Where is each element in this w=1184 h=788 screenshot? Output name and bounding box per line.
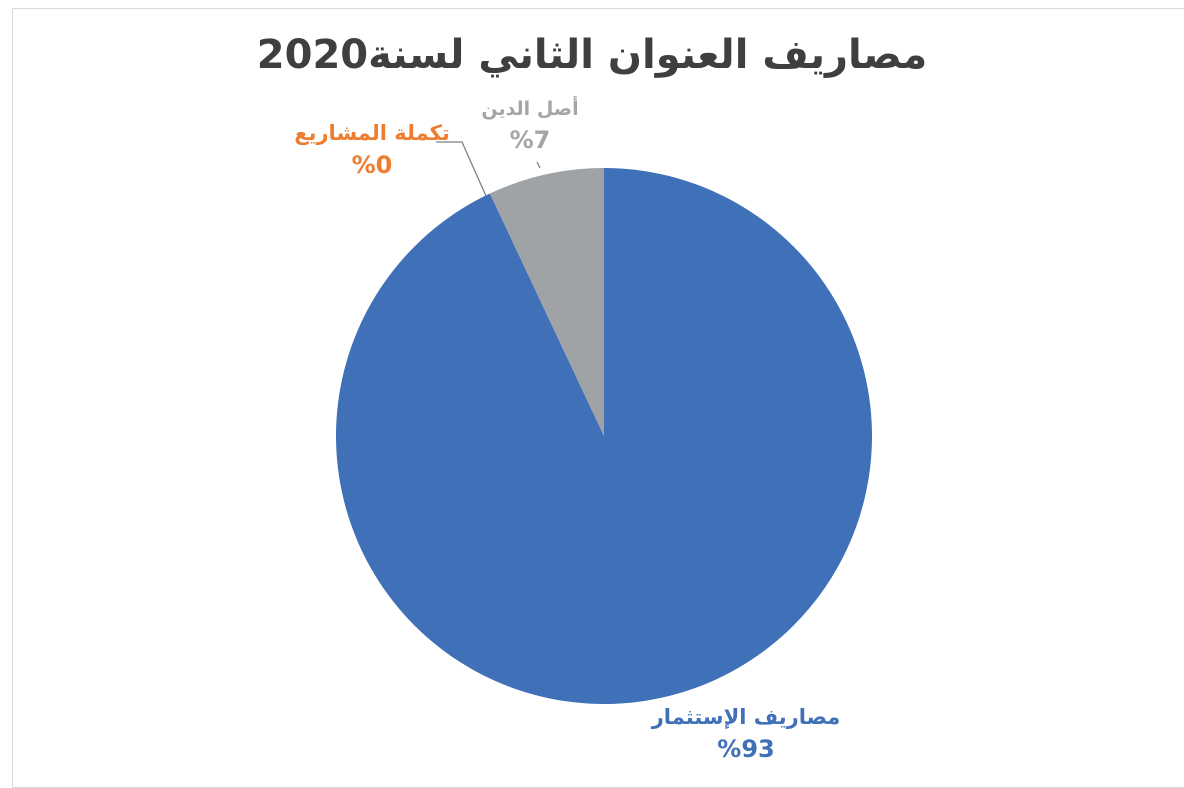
chart-title: مصاريف العنوان الثاني لسنة2020	[256, 32, 928, 78]
pie-slice	[489, 168, 604, 436]
leader-lines	[436, 141, 541, 197]
slice-value-label: %7	[510, 126, 551, 154]
slice-label: أصل الدين	[481, 96, 578, 120]
leader-line	[536, 161, 541, 169]
slice-value-label: %0	[352, 151, 393, 179]
slice-label: تكملة المشاريع	[294, 121, 450, 145]
slice-value-label: %93	[717, 735, 774, 763]
slice-labels: مصاريف الإستثمار %93 تكملة المشاريع %0 أصل ا…	[294, 96, 840, 763]
pie-slices	[335, 168, 873, 704]
slice-label: مصاريف الإستثمار	[651, 705, 841, 729]
leader-line	[436, 141, 487, 197]
